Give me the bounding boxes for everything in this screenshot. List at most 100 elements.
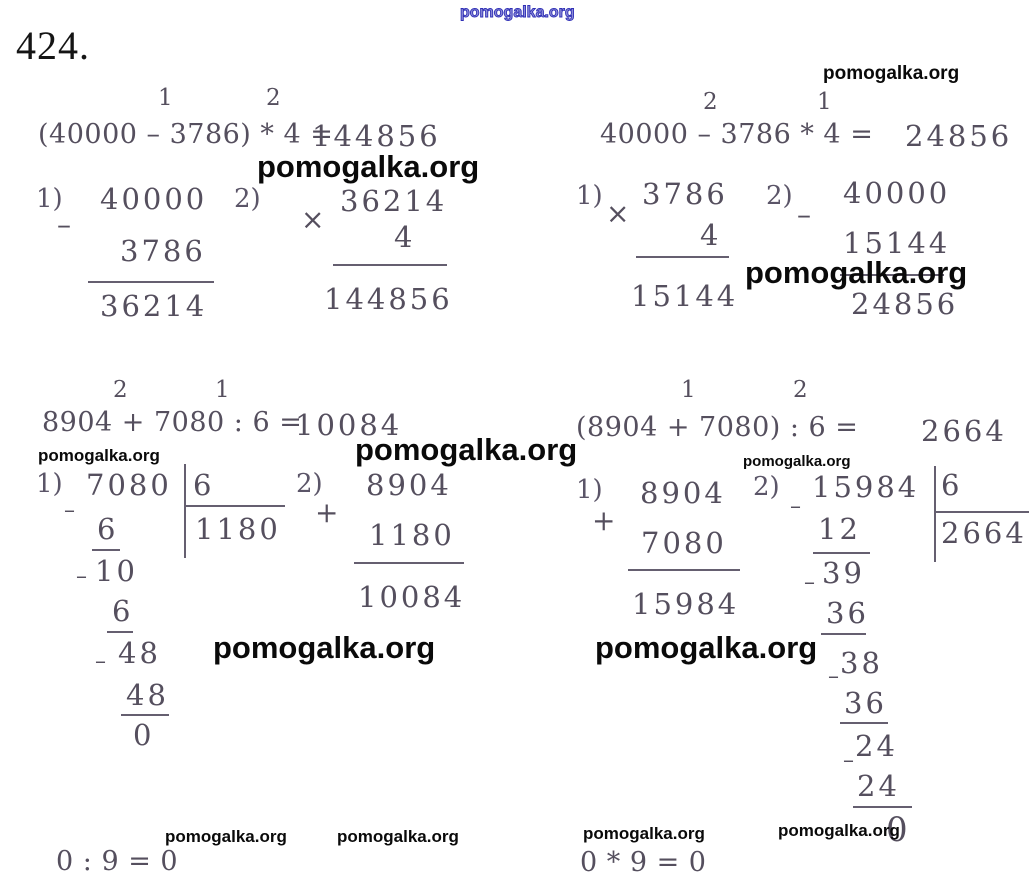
watermark: pomogalka.org [257, 149, 480, 184]
quotient: 1180 [195, 512, 281, 546]
order-mark: 1 [681, 377, 696, 403]
watermark: pomogalka.org [337, 827, 459, 846]
division-bracket-horizontal [184, 505, 285, 507]
difference: 36214 [100, 289, 208, 323]
order-mark: 2 [703, 89, 718, 115]
minus-sign: – [76, 564, 87, 589]
dividend: 15984 [812, 470, 920, 504]
zero-multiplication-expression: 0 * 9 = 0 [580, 847, 707, 878]
result-line [636, 256, 729, 258]
underline [92, 549, 120, 551]
step-label: 2) [296, 469, 323, 499]
underline [840, 722, 888, 724]
underline [813, 552, 870, 554]
expression-result: 10084 [295, 408, 403, 442]
minus-sign: – [790, 494, 801, 519]
division-bracket-horizontal [934, 511, 1029, 513]
subtrahend: 3786 [120, 234, 206, 268]
order-mark: 1 [215, 377, 230, 403]
minus-sign: – [843, 748, 854, 773]
expression-result: 24856 [905, 119, 1013, 153]
expression: 40000 – 3786 * 4 = [600, 119, 874, 150]
watermark: pomogalka.org [778, 821, 900, 840]
division-step: 48 [118, 636, 161, 670]
subtrahend: 15144 [843, 226, 951, 260]
minus-sign: – [57, 208, 71, 241]
result-line [840, 274, 944, 276]
minus-sign: – [64, 498, 75, 523]
sum: 15984 [632, 587, 740, 621]
multiplier: 4 [700, 218, 722, 252]
step-label: 2) [234, 184, 261, 214]
result-line [628, 569, 740, 571]
sum: 10084 [358, 580, 466, 614]
minus-sign: – [804, 570, 815, 595]
minus-sign: – [95, 649, 106, 674]
division-bracket-vertical [184, 464, 186, 558]
watermark: pomogalka.org [165, 827, 287, 846]
product: 144856 [324, 282, 453, 316]
order-mark: 1 [817, 89, 832, 115]
division-step: 36 [844, 686, 887, 720]
zero-division-expression: 0 : 9 = 0 [56, 846, 179, 877]
minuend: 40000 [100, 182, 208, 216]
order-mark: 2 [793, 377, 808, 403]
watermark-top: pomogalka.org [460, 4, 576, 21]
problem-number: 424. [16, 23, 90, 68]
product: 15144 [631, 279, 739, 313]
step-label: 1) [576, 181, 603, 211]
watermark: pomogalka.org [213, 630, 436, 665]
plus-sign: + [592, 504, 616, 537]
expression: (8904 + 7080) : 6 = [576, 412, 859, 443]
underline [821, 633, 866, 635]
step-label: 2) [766, 181, 793, 211]
division-step: 10 [95, 554, 138, 588]
division-remainder: 0 [886, 810, 908, 850]
watermark: pomogalka.org [355, 432, 578, 467]
division-step: 6 [97, 512, 119, 546]
expression-result: 2664 [921, 414, 1007, 448]
result-line [88, 281, 214, 283]
division-step: 12 [818, 512, 861, 546]
expression: (40000 – 3786) * 4 = [38, 119, 334, 150]
minuend: 40000 [843, 176, 951, 210]
underline [853, 806, 912, 808]
multiplicand: 3786 [642, 177, 728, 211]
minus-sign: – [828, 664, 839, 689]
addend: 8904 [640, 476, 726, 510]
order-mark: 1 [158, 85, 173, 111]
divisor: 6 [941, 468, 963, 502]
watermark: pomogalka.org [583, 824, 705, 843]
quotient: 2664 [941, 516, 1027, 550]
expression: 8904 + 7080 : 6 = [42, 407, 303, 438]
difference: 24856 [851, 287, 959, 321]
times-sign: × [606, 197, 630, 230]
addend: 1180 [369, 518, 455, 552]
watermark: pomogalka.org [743, 453, 851, 470]
division-bracket-vertical [934, 466, 936, 562]
division-step: 38 [840, 646, 883, 680]
division-step: 24 [855, 729, 898, 763]
watermark: pomogalka.org [745, 255, 968, 290]
addend: 8904 [366, 468, 452, 502]
step-label: 2) [753, 472, 780, 502]
division-step: 24 [857, 769, 900, 803]
underline [121, 714, 169, 716]
division-remainder: 0 [133, 718, 155, 752]
order-mark: 2 [266, 85, 281, 111]
dividend: 7080 [86, 468, 172, 502]
division-step: 36 [826, 596, 869, 630]
times-sign: × [301, 203, 325, 236]
watermark: pomogalka.org [595, 630, 818, 665]
division-step: 48 [126, 678, 169, 712]
step-label: 1) [36, 469, 63, 499]
division-step: 6 [112, 594, 134, 628]
divisor: 6 [193, 468, 215, 502]
step-label: 1) [576, 475, 603, 505]
plus-sign: + [315, 496, 339, 529]
minus-sign: – [797, 198, 811, 231]
expression-result: 144856 [312, 119, 441, 153]
division-step: 39 [822, 556, 865, 590]
result-line [354, 562, 464, 564]
